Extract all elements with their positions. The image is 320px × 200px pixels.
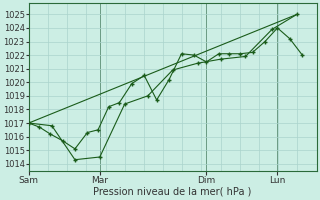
- X-axis label: Pression niveau de la mer( hPa ): Pression niveau de la mer( hPa ): [93, 187, 252, 197]
